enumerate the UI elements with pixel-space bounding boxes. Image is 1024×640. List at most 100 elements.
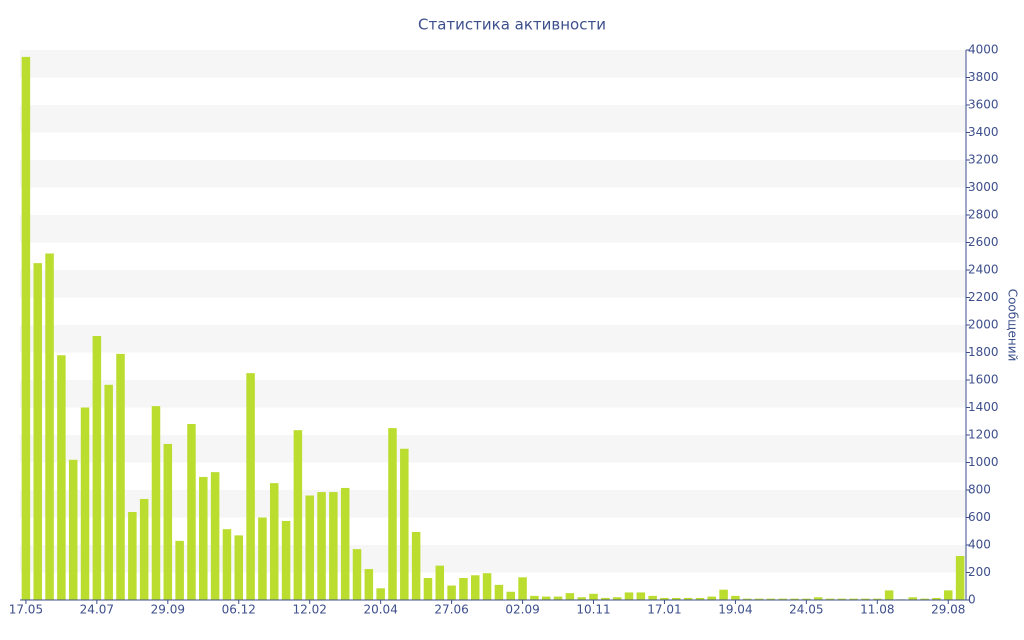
bar bbox=[128, 512, 137, 600]
bar bbox=[199, 476, 208, 600]
y-tick-label: 800 bbox=[968, 483, 991, 497]
bar bbox=[719, 589, 728, 600]
grid-band bbox=[20, 545, 966, 573]
bar bbox=[80, 407, 90, 600]
bar bbox=[340, 487, 350, 600]
bar bbox=[873, 598, 882, 600]
bar bbox=[435, 565, 445, 600]
bar bbox=[281, 520, 291, 600]
y-tick-label: 200 bbox=[968, 565, 991, 579]
bar bbox=[754, 598, 764, 600]
bar bbox=[33, 263, 42, 600]
grid-band bbox=[20, 160, 966, 188]
x-tick-label: 29.09 bbox=[151, 603, 185, 617]
bar bbox=[565, 593, 575, 600]
bar bbox=[636, 592, 646, 600]
bar bbox=[813, 597, 823, 600]
bar bbox=[293, 430, 303, 600]
bar bbox=[683, 597, 693, 600]
bar bbox=[163, 443, 173, 600]
bar bbox=[57, 355, 66, 600]
bar bbox=[955, 556, 965, 600]
x-tick-label: 06.12 bbox=[222, 603, 256, 617]
bar bbox=[778, 598, 787, 600]
bar bbox=[116, 353, 125, 600]
x-tick-label: 19.04 bbox=[718, 603, 752, 617]
grid-band bbox=[20, 380, 966, 408]
bar bbox=[376, 588, 385, 600]
bar bbox=[494, 584, 504, 600]
bar bbox=[21, 56, 31, 600]
bar bbox=[305, 495, 314, 600]
bar bbox=[707, 596, 717, 600]
bar bbox=[364, 569, 374, 600]
bar bbox=[518, 577, 527, 600]
bar bbox=[577, 597, 586, 600]
bar bbox=[672, 597, 681, 600]
y-tick-label: 3200 bbox=[968, 153, 999, 167]
y-tick-label: 2600 bbox=[968, 235, 999, 249]
bar bbox=[920, 598, 929, 600]
bar bbox=[471, 575, 480, 600]
y-tick-label: 1200 bbox=[968, 428, 999, 442]
bar bbox=[648, 595, 657, 600]
bar bbox=[553, 596, 563, 600]
grid-band bbox=[20, 215, 966, 243]
x-tick-label: 20.04 bbox=[363, 603, 397, 617]
y-tick-label: 2800 bbox=[968, 208, 999, 222]
bar bbox=[908, 597, 918, 600]
y-tick-label: 1800 bbox=[968, 345, 999, 359]
bar bbox=[388, 428, 397, 600]
bar bbox=[151, 406, 161, 600]
y-tick-label: 0 bbox=[968, 593, 976, 607]
grid-band bbox=[20, 50, 966, 78]
bar bbox=[45, 253, 54, 600]
y-tick-label: 1400 bbox=[968, 400, 999, 414]
bar bbox=[837, 598, 847, 600]
x-tick-label: 29.08 bbox=[931, 603, 965, 617]
bar bbox=[222, 529, 232, 600]
bar bbox=[234, 535, 244, 600]
bar bbox=[411, 531, 421, 600]
grid-band bbox=[20, 325, 966, 353]
bar bbox=[447, 585, 456, 600]
x-tick-label: 11.08 bbox=[860, 603, 894, 617]
y-tick-label: 4000 bbox=[968, 43, 999, 57]
y-tick-label: 2200 bbox=[968, 290, 999, 304]
y-tick-label: 3600 bbox=[968, 98, 999, 112]
bar bbox=[742, 598, 752, 600]
bar bbox=[849, 598, 858, 600]
grid-band bbox=[20, 490, 966, 518]
bar bbox=[861, 598, 870, 600]
bar bbox=[506, 591, 515, 600]
grid-band bbox=[20, 435, 966, 463]
bar bbox=[352, 549, 362, 600]
bar bbox=[530, 595, 539, 600]
bar bbox=[802, 598, 811, 600]
bar bbox=[317, 492, 326, 600]
bar bbox=[246, 373, 255, 600]
bar bbox=[731, 595, 740, 600]
y-tick-label: 1600 bbox=[968, 373, 999, 387]
y-tick-label: 2000 bbox=[968, 318, 999, 332]
bar bbox=[187, 424, 196, 600]
y-tick-label: 3000 bbox=[968, 180, 999, 194]
bar bbox=[258, 517, 267, 600]
y-tick-label: 400 bbox=[968, 538, 991, 552]
bar bbox=[482, 573, 492, 600]
bar bbox=[269, 483, 279, 600]
x-tick-label: 17.01 bbox=[647, 603, 681, 617]
bar bbox=[541, 596, 551, 600]
x-tick-label: 24.05 bbox=[789, 603, 823, 617]
x-tick-label: 27.06 bbox=[434, 603, 468, 617]
bar bbox=[104, 384, 113, 600]
bar bbox=[612, 597, 622, 600]
grid-band bbox=[20, 270, 966, 298]
bar bbox=[175, 540, 184, 600]
x-tick-label: 10.11 bbox=[576, 603, 610, 617]
y-tick-label: 2400 bbox=[968, 263, 999, 277]
bar bbox=[423, 578, 433, 600]
bar bbox=[932, 597, 941, 600]
bar bbox=[601, 597, 610, 600]
